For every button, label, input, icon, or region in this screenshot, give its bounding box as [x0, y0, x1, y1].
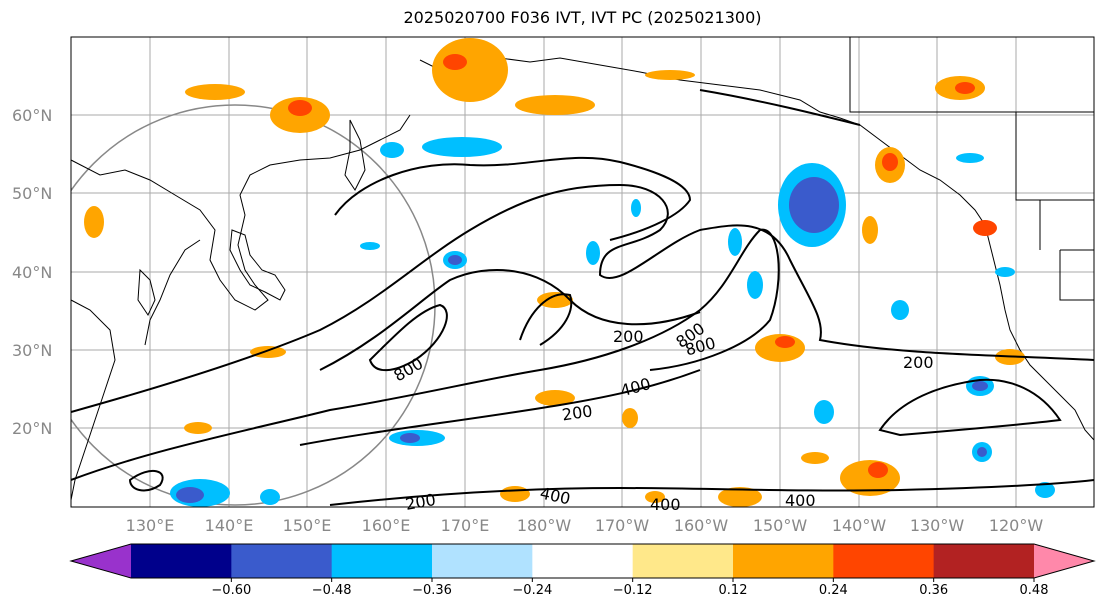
lat-label: 20°N	[12, 419, 52, 438]
colorbar-segment	[432, 544, 533, 578]
contour-label: 200	[903, 353, 934, 372]
colorbar-tick-label: 0.36	[919, 583, 948, 598]
colorbar-extend-max	[1034, 544, 1094, 578]
lon-label: 140°W	[832, 516, 887, 535]
contour-label: 200	[613, 327, 644, 346]
contour-label: 400	[618, 374, 652, 400]
colorbar-tick-label: 0.24	[819, 583, 848, 598]
contour-label: 200	[404, 490, 437, 514]
colorbar-segment	[331, 544, 433, 578]
colorbar-segment	[833, 544, 935, 578]
colorbar-segment	[231, 544, 333, 578]
colorbar-tick-label: 0.12	[719, 583, 748, 598]
map-frame	[70, 36, 1095, 508]
lon-label: 170°E	[441, 516, 490, 535]
colorbar-ticks: −0.60 −0.48 −0.36 −0.24 −0.12 0.12 0.24 0.36 0.4…	[211, 578, 1049, 598]
colorbar-tick-label: −0.48	[312, 583, 352, 598]
contour-label: 200	[561, 401, 594, 424]
colorbar-segment	[733, 544, 834, 578]
colorbar-segment	[933, 544, 1035, 578]
lat-label: 60°N	[12, 106, 52, 125]
colorbar-tick-label: −0.60	[211, 583, 251, 598]
lat-label: 50°N	[12, 184, 52, 203]
colorbar-tick-label: 0.48	[1020, 583, 1049, 598]
lon-label: 160°E	[362, 516, 411, 535]
lon-label: 140°E	[205, 516, 254, 535]
lon-label: 150°E	[283, 516, 332, 535]
colorbar-tick-label: −0.24	[512, 583, 552, 598]
colorbar-tick-label: −0.36	[412, 583, 452, 598]
lon-label: 160°W	[674, 516, 729, 535]
reference-circle	[71, 104, 436, 506]
contour-label: 400	[785, 491, 816, 510]
lon-label: 130°W	[910, 516, 965, 535]
latitude-labels: 60°N 50°N 40°N 30°N 20°N	[12, 106, 52, 438]
contour-label: 400	[650, 495, 681, 514]
negative-anomalies	[170, 137, 1055, 507]
lon-label: 170°W	[595, 516, 650, 535]
ivt-contours	[71, 89, 1094, 506]
contour-label: 400	[538, 483, 572, 508]
positive-anomalies	[84, 38, 1025, 507]
lat-label: 40°N	[12, 263, 52, 282]
colorbar-outline	[69, 543, 1096, 579]
lon-label: 150°W	[753, 516, 808, 535]
lat-label: 30°N	[12, 341, 52, 360]
longitude-labels: 130°E 140°E 150°E 160°E 170°E 180°W 170°…	[126, 516, 1044, 535]
colorbar-segment	[632, 544, 734, 578]
colorbar-segment	[131, 544, 232, 578]
colorbar	[69, 543, 1096, 579]
lon-label: 120°W	[989, 516, 1044, 535]
gridlines	[71, 37, 1094, 507]
lon-label: 180°W	[517, 516, 572, 535]
colorbar-tick-label: −0.12	[613, 583, 653, 598]
lon-label: 130°E	[126, 516, 175, 535]
map-title: 2025020700 F036 IVT, IVT PC (2025021300)	[403, 8, 762, 27]
colorbar-extend-min	[71, 544, 131, 578]
colorbar-segment	[532, 544, 634, 578]
